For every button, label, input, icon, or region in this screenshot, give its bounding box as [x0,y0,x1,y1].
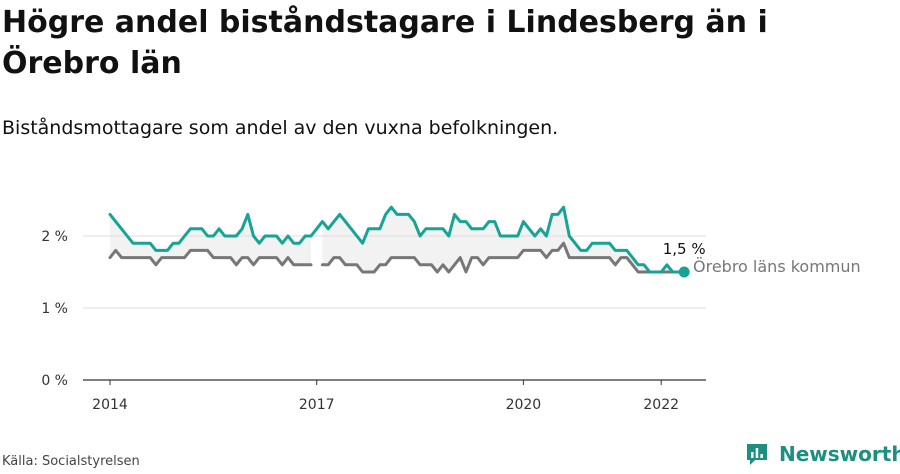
end-value-label: 1,5 % [663,240,706,258]
source-note: Källa: Socialstyrelsen [2,454,140,469]
labels: 0 % 1 % 2 % 2014 2017 2020 2022 1,5 %Örebro län… [41,229,860,413]
series-label-orebro: Örebro läns kommun [693,257,861,276]
gap-band [110,207,685,272]
x-tick-label: 2022 [643,397,679,413]
gap-band-area [322,207,685,272]
chart-title: Högre andel biståndstagare i Lindesberg … [2,5,768,81]
x-tick-label: 2014 [92,397,128,413]
x-tick-label: 2020 [506,397,542,413]
y-tick-label: 2 % [41,229,68,245]
y-tick-label: 0 % [41,373,68,389]
gap-band-area [110,214,311,265]
y-tick-label: 1 % [41,301,68,317]
x-axis [83,379,706,385]
x-tick-label: 2017 [299,397,335,413]
series-line-orebro [108,241,686,274]
bar-chart-icon [747,444,767,465]
series-lines [108,205,690,278]
brand-name: Newsworthy [779,442,900,466]
series-line-lindesberg [108,205,686,274]
end-point-marker [678,266,690,278]
brand-logo[interactable]: Newsworthy [745,442,900,466]
gridlines [83,235,706,309]
chart-subtitle: Biståndsmottagare som andel av den vuxna… [2,117,559,139]
